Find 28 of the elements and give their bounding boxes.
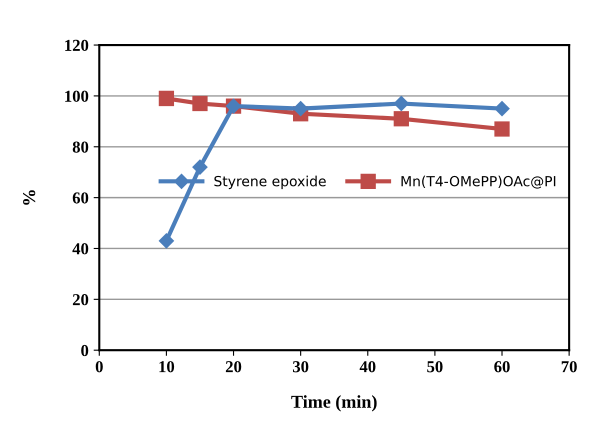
y-tick-label: 120 — [65, 40, 88, 51]
point — [192, 160, 208, 175]
x-tick-label: 20 — [226, 361, 242, 372]
legend-label: Styrene epoxide — [214, 176, 326, 190]
y-tick-label: 60 — [72, 192, 88, 204]
y-tick-label: 100 — [65, 90, 88, 102]
point — [494, 121, 510, 137]
point — [158, 233, 174, 248]
x-tick-label: 40 — [360, 361, 376, 372]
x-tick-label: 10 — [159, 361, 174, 372]
point — [394, 96, 409, 112]
x-tick-label: 50 — [427, 361, 443, 372]
x-tick-label: 60 — [494, 361, 510, 372]
point — [394, 111, 409, 126]
x-axis-title: Time (min) — [291, 395, 377, 412]
y-tick-label: 40 — [72, 243, 88, 254]
point — [192, 96, 208, 112]
point — [494, 101, 510, 116]
y-tick-label: 80 — [72, 141, 88, 153]
y-tick-label: 0 — [81, 344, 88, 356]
x-tick-label: 0 — [96, 361, 103, 372]
x-tick-label: 70 — [562, 361, 577, 372]
y-tick-label: 20 — [72, 294, 88, 306]
y-axis-title: % — [23, 190, 36, 205]
x-tick-label: 30 — [292, 361, 308, 372]
legend-label: Mn(T4-OMePP)OAc@PI — [402, 176, 556, 189]
point — [158, 90, 174, 106]
point — [293, 101, 308, 116]
